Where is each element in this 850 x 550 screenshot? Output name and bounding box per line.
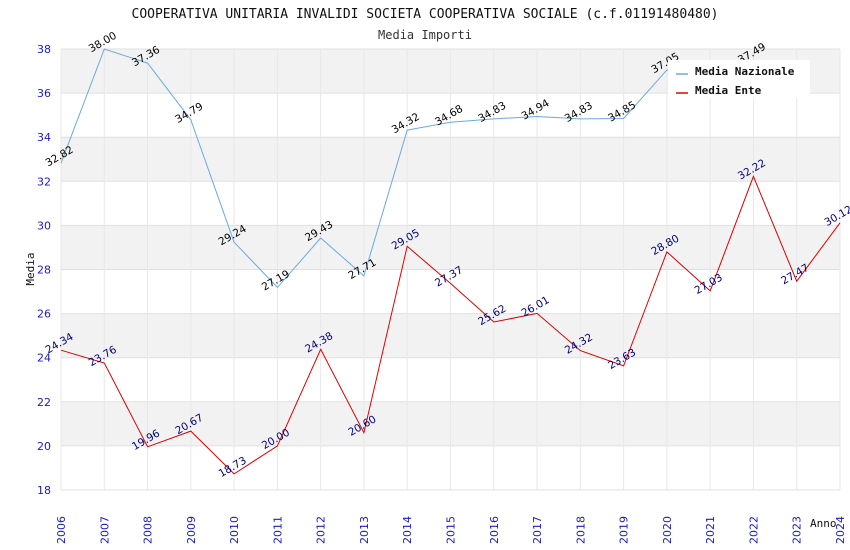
series-line-media-ente xyxy=(60,175,841,475)
x-tick-label: 2018 xyxy=(574,516,587,544)
gridlines xyxy=(60,48,841,491)
y-tick-label: 34 xyxy=(37,131,51,144)
x-tick-label: 2008 xyxy=(142,516,155,544)
y-tick-label: 26 xyxy=(37,308,51,321)
y-tick-label: 36 xyxy=(37,87,51,100)
x-tick-label: 2010 xyxy=(228,516,241,544)
series-line-media-nazionale xyxy=(60,48,754,289)
series-lines xyxy=(60,48,841,475)
chart-subtitle: Media Importi xyxy=(378,28,472,42)
legend-label-media-nazionale: Media Nazionale xyxy=(695,65,795,78)
x-tick-label: 2011 xyxy=(271,516,284,544)
x-tick-label: 2019 xyxy=(618,516,631,544)
x-tick-label: 2012 xyxy=(315,516,328,544)
x-axis-label: Anno xyxy=(810,517,837,530)
x-tick-label: 2021 xyxy=(704,516,717,544)
y-tick-label: 20 xyxy=(37,440,51,453)
x-tick-label: 2014 xyxy=(401,516,414,544)
x-tick-label: 2017 xyxy=(531,516,544,544)
legend-label-media-ente: Media Ente xyxy=(695,84,762,97)
y-axis-tick-labels: 18 20 22 24 26 28 30 32 34 36 38 xyxy=(37,43,51,497)
x-tick-label: 2013 xyxy=(358,516,371,544)
x-tick-label: 2009 xyxy=(185,516,198,544)
y-tick-label: 38 xyxy=(37,43,51,56)
chart-title: COOPERATIVA UNITARIA INVALIDI SOCIETA CO… xyxy=(132,7,719,22)
legend: Media Nazionale Media Ente xyxy=(668,60,810,98)
x-tick-label: 2007 xyxy=(98,516,111,544)
x-tick-label: 2006 xyxy=(55,516,68,544)
y-tick-label: 32 xyxy=(37,175,51,188)
y-tick-label: 18 xyxy=(37,484,51,497)
x-tick-label: 2015 xyxy=(445,516,458,544)
y-axis-label: Media xyxy=(24,252,37,285)
y-tick-label: 22 xyxy=(37,396,51,409)
y-tick-label: 30 xyxy=(37,219,51,232)
y-tick-label: 28 xyxy=(37,264,51,277)
x-tick-label: 2024 xyxy=(834,516,847,544)
y-tick-label: 24 xyxy=(37,352,51,365)
x-tick-label: 2023 xyxy=(791,516,804,544)
x-tick-label: 2020 xyxy=(661,516,674,544)
x-axis-tick-labels: 2006 2007 2008 2009 2010 2011 2012 2013 2014 2015… xyxy=(55,516,847,544)
x-tick-label: 2022 xyxy=(747,516,760,544)
x-tick-label: 2016 xyxy=(488,516,501,544)
legend-box xyxy=(668,60,810,98)
